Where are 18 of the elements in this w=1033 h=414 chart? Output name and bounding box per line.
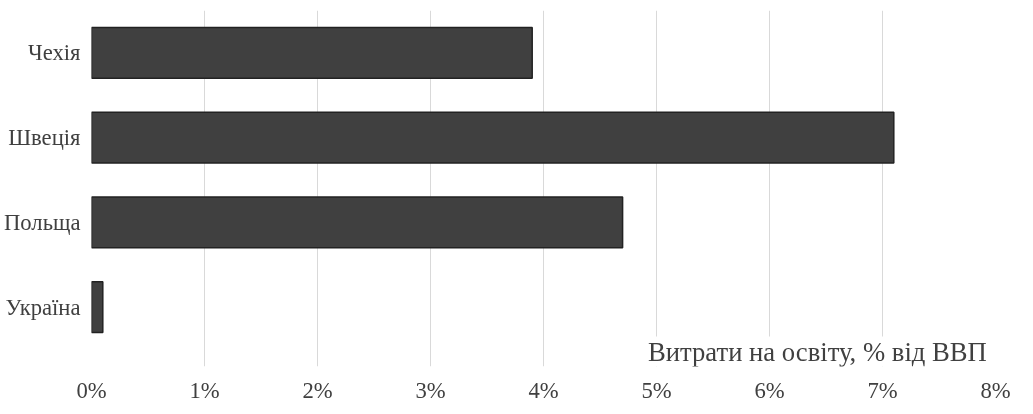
- bar: [91, 26, 533, 80]
- x-tick-label: 6%: [754, 377, 785, 403]
- x-tick-label: 8%: [980, 377, 1011, 403]
- y-tick-label: Україна: [5, 294, 81, 320]
- x-tick-label: 4%: [528, 377, 559, 403]
- bar: [91, 280, 104, 334]
- x-tick-label: 1%: [189, 377, 220, 403]
- x-tick-label: 0%: [76, 377, 107, 403]
- x-tick-label: 7%: [867, 377, 898, 403]
- y-tick-label: Польща: [3, 209, 81, 235]
- y-tick-label: Швеція: [8, 125, 82, 151]
- x-axis-title: Витрати на освіту, % від ВВП: [648, 336, 987, 367]
- bar: [91, 111, 895, 164]
- x-tick-label: 5%: [641, 377, 672, 403]
- bar: [91, 196, 624, 249]
- x-tick-label: 2%: [302, 377, 333, 403]
- y-tick-label: Чехія: [27, 40, 82, 66]
- x-tick-label: 3%: [415, 377, 446, 403]
